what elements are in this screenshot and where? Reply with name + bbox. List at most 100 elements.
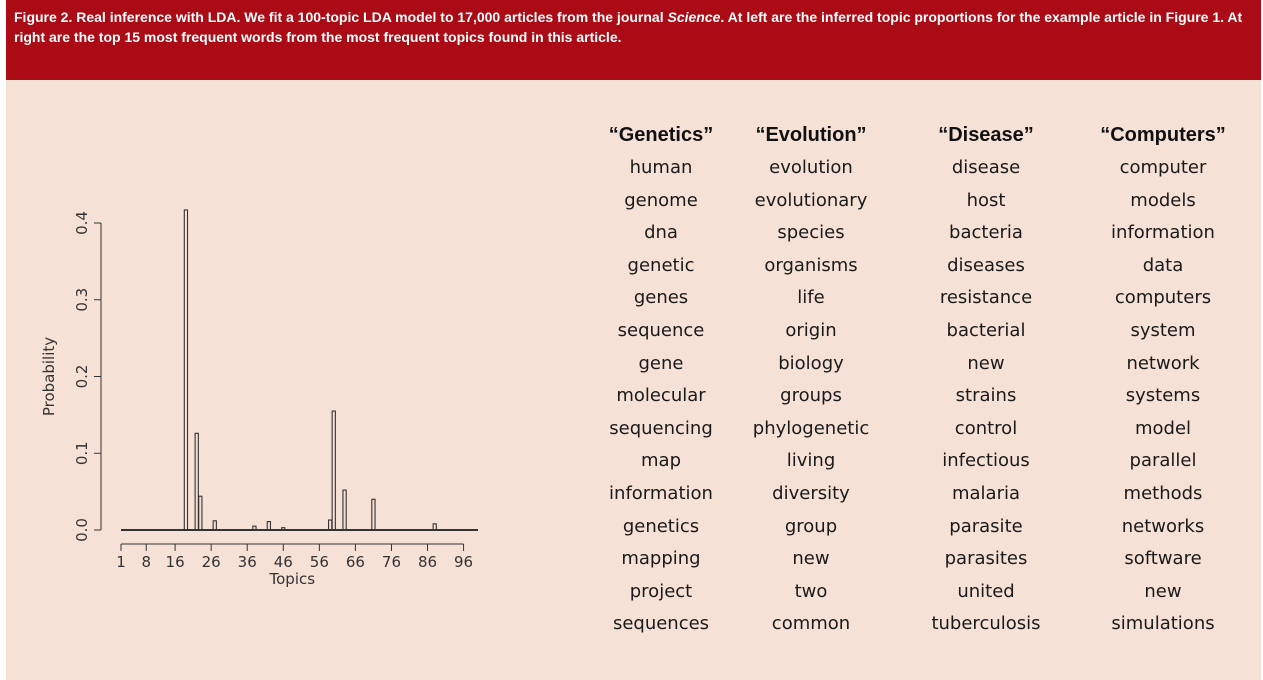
topic-word: sequences bbox=[612, 613, 710, 635]
topic-word: human bbox=[629, 157, 693, 178]
topic-word: parasite bbox=[949, 515, 1023, 537]
topic-bar bbox=[183, 209, 189, 531]
topic-word: networks bbox=[1121, 515, 1205, 537]
topic-word: groups bbox=[780, 385, 842, 407]
y-axis-title: Probability bbox=[40, 337, 58, 416]
topic-word: diseases bbox=[947, 254, 1025, 276]
topic-word: simulations bbox=[1111, 613, 1215, 635]
topic-word: living bbox=[786, 450, 836, 472]
y-axis: 0.0 0.1 0.2 0.3 0.4 bbox=[73, 211, 102, 542]
topic-word: models bbox=[1130, 189, 1196, 211]
topic-bar bbox=[342, 489, 347, 531]
topic-word: strains bbox=[955, 385, 1017, 407]
topic-heading: “Computers” bbox=[1100, 124, 1226, 146]
topic-word: organisms bbox=[764, 254, 858, 276]
topic-column: “Genetics” human genome dna genetic genes sequ… bbox=[566, 118, 756, 641]
topic-word: new bbox=[1144, 580, 1182, 602]
topic-word: map bbox=[641, 450, 681, 472]
topic-word: gene bbox=[638, 352, 684, 374]
x-tick-label: 16 bbox=[166, 553, 185, 571]
topic-word: sequence bbox=[617, 319, 705, 341]
topic-bar bbox=[371, 498, 376, 531]
topic-word: control bbox=[954, 417, 1018, 439]
caption-journal: Science bbox=[667, 9, 721, 25]
topic-word: computer bbox=[1119, 157, 1207, 178]
x-tick-label: 8 bbox=[141, 553, 151, 571]
topic-word: software bbox=[1124, 548, 1202, 570]
topic-column: “Disease” disease host bacteria diseases resi… bbox=[891, 118, 1081, 641]
topic-word: origin bbox=[785, 319, 837, 341]
topic-bar bbox=[266, 521, 271, 531]
topic-column: “Evolution” evolution evolutionary species o… bbox=[716, 118, 906, 641]
topic-word: diversity bbox=[772, 482, 850, 504]
topic-word: model bbox=[1134, 417, 1192, 439]
topic-word: malaria bbox=[951, 482, 1021, 504]
y-tick-label: 0.0 bbox=[73, 518, 91, 542]
y-tick-label: 0.3 bbox=[73, 288, 91, 312]
topic-bar bbox=[331, 410, 336, 531]
caption-lead: Figure 2. Real inference with LDA. We fi… bbox=[14, 9, 668, 25]
x-tick-label: 56 bbox=[310, 553, 329, 571]
x-axis: 1 8 16 26 36 46 56 66 76 86 96 bbox=[116, 543, 473, 571]
topic-word: information bbox=[1111, 222, 1215, 244]
topic-bar bbox=[198, 495, 203, 531]
topic-bar bbox=[194, 432, 199, 531]
y-tick-label: 0.2 bbox=[73, 365, 91, 389]
x-tick-label: 26 bbox=[202, 553, 221, 571]
caption-rest: . At left are the inferred topic proport… bbox=[14, 9, 1243, 45]
topic-word: genetics bbox=[622, 515, 700, 537]
topic-word: data bbox=[1142, 254, 1184, 276]
topic-bar bbox=[212, 520, 217, 531]
x-tick-label: 76 bbox=[382, 553, 401, 571]
x-tick-label: 46 bbox=[274, 553, 293, 571]
topic-word: united bbox=[957, 580, 1015, 602]
topic-word: disease bbox=[951, 157, 1021, 178]
topic-heading: “Genetics” bbox=[608, 124, 714, 146]
topic-word: genes bbox=[633, 287, 689, 309]
topic-word: bacteria bbox=[949, 222, 1023, 244]
topic-word: parasites bbox=[944, 548, 1028, 570]
topic-word: genome bbox=[624, 189, 698, 211]
x-tick-label: 66 bbox=[346, 553, 365, 571]
topic-word: group bbox=[784, 515, 838, 537]
y-tick-label: 0.1 bbox=[73, 441, 91, 465]
topic-word: information bbox=[609, 482, 713, 504]
topic-bar bbox=[432, 523, 437, 531]
topic-word: network bbox=[1126, 352, 1200, 374]
topic-word: methods bbox=[1123, 482, 1203, 504]
x-tick-label: 96 bbox=[454, 553, 473, 571]
topic-heading: “Evolution” bbox=[755, 124, 867, 146]
topic-word: common bbox=[771, 613, 851, 635]
topic-word: systems bbox=[1125, 385, 1201, 407]
topic-word: system bbox=[1130, 319, 1196, 341]
topic-word: host bbox=[966, 189, 1006, 211]
figure-panel: Figure 2. Real inference with LDA. We fi… bbox=[6, 0, 1261, 680]
x-tick-label: 86 bbox=[418, 553, 437, 571]
topic-word: evolution bbox=[769, 157, 853, 178]
topic-bar bbox=[328, 519, 333, 531]
topic-word: molecular bbox=[616, 385, 706, 407]
topic-word: species bbox=[777, 222, 845, 244]
topic-word: mapping bbox=[621, 548, 701, 570]
topic-bar bbox=[252, 525, 257, 531]
topic-word: life bbox=[797, 287, 825, 309]
topic-word: genetic bbox=[627, 254, 695, 276]
topic-word: project bbox=[629, 580, 693, 602]
topic-word: computers bbox=[1114, 287, 1212, 309]
topic-word: new bbox=[967, 352, 1005, 374]
caption-bar: Figure 2. Real inference with LDA. We fi… bbox=[6, 0, 1261, 80]
topic-word: two bbox=[794, 580, 828, 602]
topic-word: resistance bbox=[939, 287, 1033, 309]
topic-word: sequencing bbox=[609, 417, 713, 439]
topic-word: tuberculosis bbox=[931, 613, 1041, 635]
topic-heading: “Disease” bbox=[938, 124, 1034, 146]
topic-word: biology bbox=[778, 352, 844, 374]
topic-word: infectious bbox=[942, 450, 1030, 472]
bar-series bbox=[121, 209, 478, 531]
topic-word: evolutionary bbox=[754, 189, 868, 211]
topic-column: “Computers” computer models information data… bbox=[1068, 118, 1258, 641]
x-tick-label: 1 bbox=[116, 553, 126, 571]
x-tick-label: 36 bbox=[238, 553, 257, 571]
topic-word: new bbox=[792, 548, 830, 570]
x-axis-title: Topics bbox=[269, 570, 316, 588]
